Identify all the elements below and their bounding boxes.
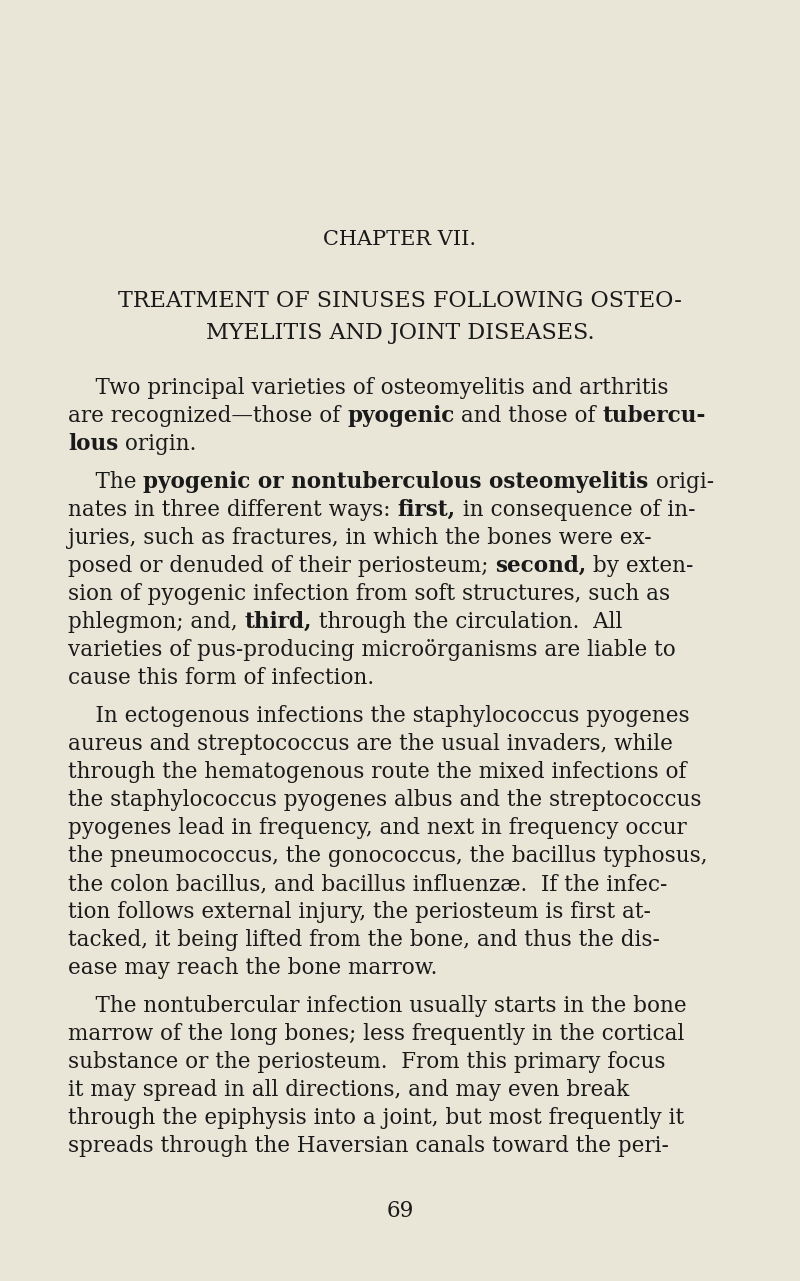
Text: varieties of pus-producing microörganisms are liable to: varieties of pus-producing microörganism… — [68, 639, 676, 661]
Text: phlegmon; and,: phlegmon; and, — [68, 611, 245, 633]
Text: cause this form of infection.: cause this form of infection. — [68, 667, 374, 689]
Text: by exten-: by exten- — [586, 555, 694, 576]
Text: first,: first, — [398, 500, 455, 521]
Text: tubercu-: tubercu- — [603, 405, 706, 427]
Text: the colon bacillus, and bacillus influenzæ.  If the infec-: the colon bacillus, and bacillus influen… — [68, 872, 667, 895]
Text: sion of pyogenic infection from soft structures, such as: sion of pyogenic infection from soft str… — [68, 583, 670, 605]
Text: 69: 69 — [386, 1200, 414, 1222]
Text: and those of: and those of — [454, 405, 603, 427]
Text: third,: third, — [245, 611, 312, 633]
Text: aureus and streptococcus are the usual invaders, while: aureus and streptococcus are the usual i… — [68, 733, 673, 755]
Text: second,: second, — [495, 555, 586, 576]
Text: pyogenic or nontuberculous osteomyelitis: pyogenic or nontuberculous osteomyelitis — [143, 471, 649, 493]
Text: posed or denuded of their periosteum;: posed or denuded of their periosteum; — [68, 555, 495, 576]
Text: ease may reach the bone marrow.: ease may reach the bone marrow. — [68, 957, 438, 979]
Text: the pneumococcus, the gonococcus, the bacillus typhosus,: the pneumococcus, the gonococcus, the ba… — [68, 845, 707, 867]
Text: TREATMENT OF SINUSES FOLLOWING OSTEO-: TREATMENT OF SINUSES FOLLOWING OSTEO- — [118, 290, 682, 313]
Text: juries, such as fractures, in which the bones were ex-: juries, such as fractures, in which the … — [68, 526, 652, 550]
Text: tacked, it being lifted from the bone, and thus the dis-: tacked, it being lifted from the bone, a… — [68, 929, 660, 951]
Text: it may spread in all directions, and may even break: it may spread in all directions, and may… — [68, 1079, 630, 1100]
Text: the staphylococcus pyogenes albus and the streptococcus: the staphylococcus pyogenes albus and th… — [68, 789, 702, 811]
Text: through the hematogenous route the mixed infections of: through the hematogenous route the mixed… — [68, 761, 686, 783]
Text: through the epiphysis into a joint, but most frequently it: through the epiphysis into a joint, but … — [68, 1107, 684, 1129]
Text: substance or the periosteum.  From this primary focus: substance or the periosteum. From this p… — [68, 1050, 666, 1073]
Text: nates in three different ways:: nates in three different ways: — [68, 500, 398, 521]
Text: tion follows external injury, the periosteum is first at-: tion follows external injury, the perios… — [68, 901, 651, 924]
Text: The: The — [68, 471, 143, 493]
Text: through the circulation.  All: through the circulation. All — [312, 611, 622, 633]
Text: spreads through the Haversian canals toward the peri-: spreads through the Haversian canals tow… — [68, 1135, 669, 1157]
Text: lous: lous — [68, 433, 118, 455]
Text: Two principal varieties of osteomyelitis and arthritis: Two principal varieties of osteomyelitis… — [68, 377, 669, 398]
Text: pyogenic: pyogenic — [347, 405, 454, 427]
Text: MYELITIS AND JOINT DISEASES.: MYELITIS AND JOINT DISEASES. — [206, 322, 594, 345]
Text: CHAPTER VII.: CHAPTER VII. — [323, 231, 477, 249]
Text: are recognized—those of: are recognized—those of — [68, 405, 347, 427]
Text: pyogenes lead in frequency, and next in frequency occur: pyogenes lead in frequency, and next in … — [68, 817, 686, 839]
Text: The nontubercular infection usually starts in the bone: The nontubercular infection usually star… — [68, 995, 686, 1017]
Text: In ectogenous infections the staphylococcus pyogenes: In ectogenous infections the staphylococ… — [68, 705, 690, 728]
Text: marrow of the long bones; less frequently in the cortical: marrow of the long bones; less frequentl… — [68, 1024, 684, 1045]
Text: origi-: origi- — [649, 471, 714, 493]
Text: origin.: origin. — [118, 433, 197, 455]
Text: in consequence of in-: in consequence of in- — [455, 500, 695, 521]
